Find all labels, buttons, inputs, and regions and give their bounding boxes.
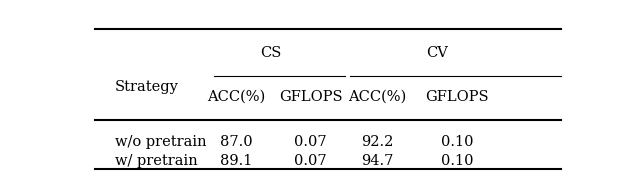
Text: 87.0: 87.0: [220, 135, 253, 149]
Text: ACC(%): ACC(%): [207, 90, 266, 104]
Text: 89.1: 89.1: [220, 154, 252, 168]
Text: GFLOPS: GFLOPS: [425, 90, 489, 104]
Text: 0.07: 0.07: [294, 154, 327, 168]
Text: w/ pretrain: w/ pretrain: [115, 154, 198, 168]
Text: 0.10: 0.10: [441, 135, 473, 149]
Text: 92.2: 92.2: [362, 135, 394, 149]
Text: 94.7: 94.7: [362, 154, 394, 168]
Text: GFLOPS: GFLOPS: [279, 90, 342, 104]
Text: Strategy: Strategy: [115, 80, 179, 94]
Text: CV: CV: [426, 46, 448, 60]
Text: 0.10: 0.10: [441, 154, 473, 168]
Text: ACC(%): ACC(%): [348, 90, 407, 104]
Text: 0.07: 0.07: [294, 135, 327, 149]
Text: w/o pretrain: w/o pretrain: [115, 135, 206, 149]
Text: CS: CS: [260, 46, 282, 60]
